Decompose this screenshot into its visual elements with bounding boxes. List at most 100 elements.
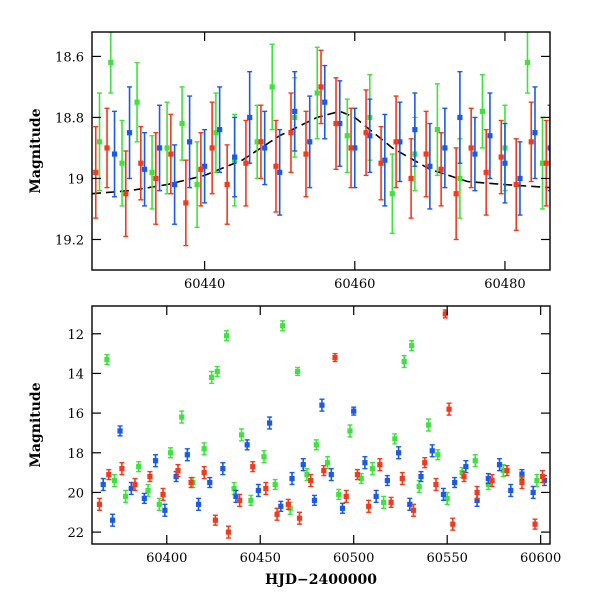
data-point xyxy=(202,163,208,169)
data-point xyxy=(508,487,514,494)
data-point xyxy=(457,175,463,182)
data-point xyxy=(474,497,480,503)
data-point xyxy=(194,181,200,188)
data-point xyxy=(273,163,279,169)
data-point xyxy=(314,90,320,96)
data-point xyxy=(434,127,440,133)
data-point xyxy=(244,442,250,448)
data-point xyxy=(332,354,338,361)
data-point xyxy=(440,491,447,498)
data-point xyxy=(123,191,129,197)
data-point xyxy=(339,505,346,511)
series-red xyxy=(96,309,546,539)
data-point xyxy=(318,84,324,90)
data-point xyxy=(149,169,155,175)
data-point xyxy=(108,59,114,66)
data-point xyxy=(274,511,280,517)
data-point xyxy=(373,493,379,499)
data-point xyxy=(442,311,448,317)
data-point xyxy=(188,479,194,486)
data-point xyxy=(532,130,538,136)
data-point xyxy=(438,166,444,172)
data-point xyxy=(378,160,384,166)
data-point xyxy=(504,468,510,474)
data-point xyxy=(280,323,286,329)
data-point xyxy=(224,181,230,188)
data-point xyxy=(104,145,110,151)
data-point xyxy=(201,446,207,452)
data-point xyxy=(287,505,293,511)
data-point xyxy=(485,481,491,488)
data-point xyxy=(247,114,253,121)
data-point xyxy=(407,501,413,507)
data-point xyxy=(162,507,168,513)
data-point xyxy=(156,501,162,507)
x-tick-label: 60500 xyxy=(333,551,374,566)
data-point xyxy=(225,529,232,535)
data-point xyxy=(209,374,215,380)
data-point xyxy=(307,139,313,145)
data-point xyxy=(347,428,353,434)
data-point xyxy=(156,145,163,151)
y-tick-label: 18.8 xyxy=(55,111,84,126)
data-point xyxy=(354,471,361,478)
data-point xyxy=(313,442,319,448)
data-point xyxy=(212,517,218,523)
data-point xyxy=(175,468,181,474)
data-point xyxy=(517,175,523,182)
data-point xyxy=(472,458,478,464)
data-point xyxy=(429,448,435,454)
data-point xyxy=(198,166,204,172)
data-point xyxy=(397,139,403,145)
y-tick-label: 22 xyxy=(67,526,84,541)
data-point xyxy=(348,145,354,151)
data-point xyxy=(152,458,159,464)
data-point xyxy=(388,499,394,505)
data-point xyxy=(468,145,474,151)
data-point xyxy=(187,139,193,145)
data-point xyxy=(266,420,273,426)
data-point xyxy=(496,462,503,468)
data-point xyxy=(238,432,245,438)
data-point xyxy=(377,462,383,468)
data-point xyxy=(389,191,395,197)
data-point xyxy=(532,521,538,527)
data-point xyxy=(410,507,417,513)
data-point xyxy=(369,466,376,472)
data-point xyxy=(543,160,549,166)
data-point xyxy=(450,521,456,527)
bottom-x-axis-label: HJD−2400000 xyxy=(265,572,377,588)
data-point xyxy=(401,358,407,365)
data-point xyxy=(344,133,350,139)
series-blue xyxy=(100,398,547,527)
data-point xyxy=(322,99,328,105)
data-point xyxy=(269,84,275,90)
data-point xyxy=(336,491,342,498)
bottom-y-axis-label: Magnitude xyxy=(28,382,44,467)
data-point xyxy=(237,497,243,503)
data-point xyxy=(461,473,467,480)
data-point xyxy=(179,120,185,127)
data-point xyxy=(524,59,531,66)
data-point xyxy=(333,120,339,127)
data-point xyxy=(487,133,493,139)
y-tick-label: 16 xyxy=(67,407,84,422)
data-point xyxy=(126,130,133,136)
bottom-axes-frame xyxy=(91,305,551,545)
data-point xyxy=(96,501,103,507)
data-point xyxy=(500,468,506,474)
data-point xyxy=(539,473,546,480)
data-point xyxy=(442,145,448,151)
top-axes-frame xyxy=(91,31,551,271)
data-point xyxy=(382,157,388,163)
data-point xyxy=(343,493,349,499)
data-point xyxy=(452,479,458,486)
data-point xyxy=(453,191,459,197)
data-point xyxy=(321,468,327,474)
x-tick-label: 60600 xyxy=(520,551,561,566)
data-point xyxy=(289,475,295,482)
data-point xyxy=(262,145,268,151)
data-point xyxy=(184,452,190,458)
data-point xyxy=(363,130,369,136)
